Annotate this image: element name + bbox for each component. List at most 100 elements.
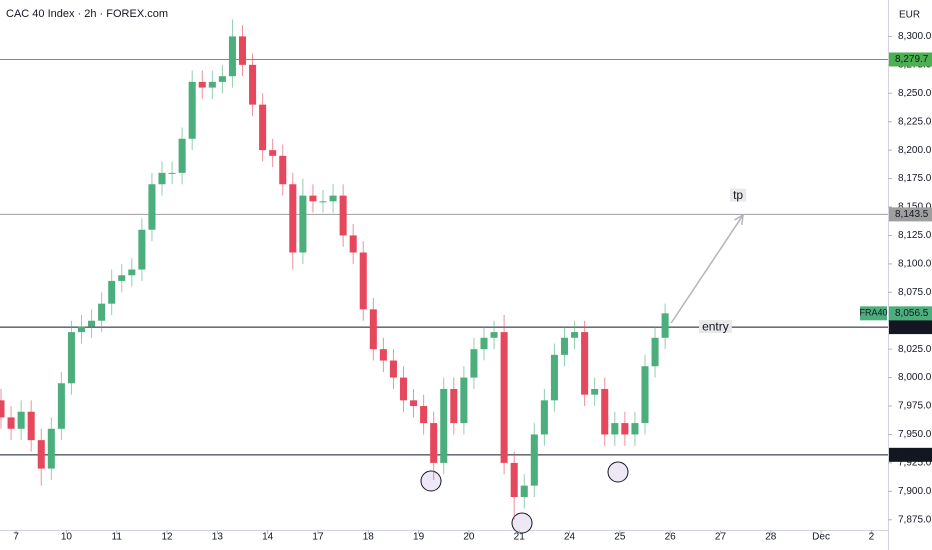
candle-body	[490, 332, 498, 338]
x-tick-label: Dec	[812, 532, 830, 543]
candle-body	[369, 309, 377, 350]
x-tick-label: 11	[112, 532, 123, 543]
candle-body	[440, 388, 448, 463]
candle-body	[188, 81, 196, 139]
candle-body	[349, 235, 357, 253]
candle-body	[67, 332, 75, 384]
plot-area	[0, 19, 888, 520]
symbol-tag: FRA40	[859, 308, 887, 318]
y-tick-label: 7,900.0	[898, 486, 932, 497]
candle-body	[450, 388, 458, 424]
arrow-head	[740, 214, 744, 225]
annotation: tp	[733, 188, 743, 202]
level-label: 8,143.5	[895, 209, 929, 220]
arrow-head	[734, 214, 744, 221]
level-label: 8,044.4	[895, 322, 929, 333]
x-tick-label: 17	[312, 532, 324, 543]
candle-body	[430, 423, 438, 463]
level-label-bg	[889, 52, 932, 67]
candle-body	[0, 400, 5, 418]
y-tick-label: 7,925.0	[898, 458, 932, 469]
candle-body	[319, 201, 327, 203]
x-tick-label: 10	[61, 532, 73, 543]
marker-circle	[607, 461, 629, 483]
candle-body	[158, 172, 166, 185]
y-tick-label: 8,225.0	[898, 116, 932, 127]
level-label-bg	[889, 207, 932, 222]
y-tick-label: 8,200.0	[898, 145, 932, 156]
candle-body	[198, 81, 206, 88]
y-tick-label: 8,250.0	[898, 88, 932, 99]
x-tick-label: 28	[765, 532, 777, 543]
candle-body	[98, 303, 106, 321]
last-price-label: 8,056.5	[895, 308, 929, 319]
candle-body	[500, 332, 508, 463]
level-label: 8,279.7	[895, 54, 929, 65]
y-tick-label: 7,950.0	[898, 429, 932, 440]
x-tick-label: 14	[262, 532, 274, 543]
target-arrow	[670, 214, 744, 324]
candle-body	[178, 138, 186, 173]
candle-body	[148, 184, 156, 230]
candle-body	[571, 332, 579, 338]
candle-body	[420, 406, 428, 424]
x-tick-label: 25	[614, 532, 626, 543]
candle-body	[520, 485, 528, 498]
candle-body	[128, 269, 136, 276]
y-tick-label: 8,000.0	[898, 372, 932, 383]
candle-body	[279, 155, 287, 185]
annotation-bg	[729, 188, 747, 202]
candle-body	[259, 104, 267, 151]
candle-body	[460, 377, 468, 424]
candle-body	[108, 280, 116, 304]
x-tick-label: 21	[514, 532, 526, 543]
candle-body	[661, 313, 669, 338]
y-tick-label: 8,125.0	[898, 230, 932, 241]
x-tick-label: 7	[13, 532, 19, 543]
candle-body	[27, 411, 35, 441]
candle-body	[17, 411, 25, 429]
candle-body	[389, 360, 397, 378]
x-tick-label: 24	[564, 532, 576, 543]
x-tick-label: 2	[869, 532, 875, 543]
candle-body	[379, 349, 387, 361]
candle-body	[651, 337, 659, 367]
x-tick-label: 26	[665, 532, 677, 543]
candle-body	[299, 195, 307, 253]
candle-body	[530, 434, 538, 486]
annotation: entry	[702, 319, 729, 333]
candle-body	[601, 388, 609, 435]
candle-body	[510, 462, 518, 498]
level-label: 7,932.1	[895, 449, 929, 460]
y-tick-label: 8,175.0	[898, 173, 932, 184]
candle-body	[269, 150, 277, 156]
x-tick-label: 12	[161, 532, 173, 543]
candle-body	[329, 195, 337, 202]
candle-body	[399, 377, 408, 401]
candle-body	[309, 195, 317, 202]
x-tick-label: 18	[363, 532, 375, 543]
candle-body	[641, 366, 649, 424]
candle-body	[228, 36, 236, 77]
candle-body	[410, 400, 418, 407]
y-tick-label: 8,100.0	[898, 259, 932, 270]
x-tick-label: 20	[463, 532, 475, 543]
annotation-bg	[699, 320, 732, 334]
marker-circle	[420, 470, 442, 492]
level-label-bg	[889, 320, 932, 335]
candle-body	[238, 36, 247, 65]
x-tick-label: 13	[212, 532, 224, 543]
candle-body	[168, 172, 176, 174]
candle-body	[550, 354, 558, 401]
candle-body	[218, 76, 226, 82]
candle-body	[480, 337, 488, 350]
candle-body	[289, 184, 297, 253]
candle-body	[47, 428, 55, 469]
y-tick-label: 8,025.0	[898, 344, 932, 355]
candle-body	[359, 252, 367, 310]
candle-body	[57, 383, 65, 429]
y-tick-label: 7,975.0	[898, 401, 932, 412]
candle-body	[7, 417, 15, 429]
